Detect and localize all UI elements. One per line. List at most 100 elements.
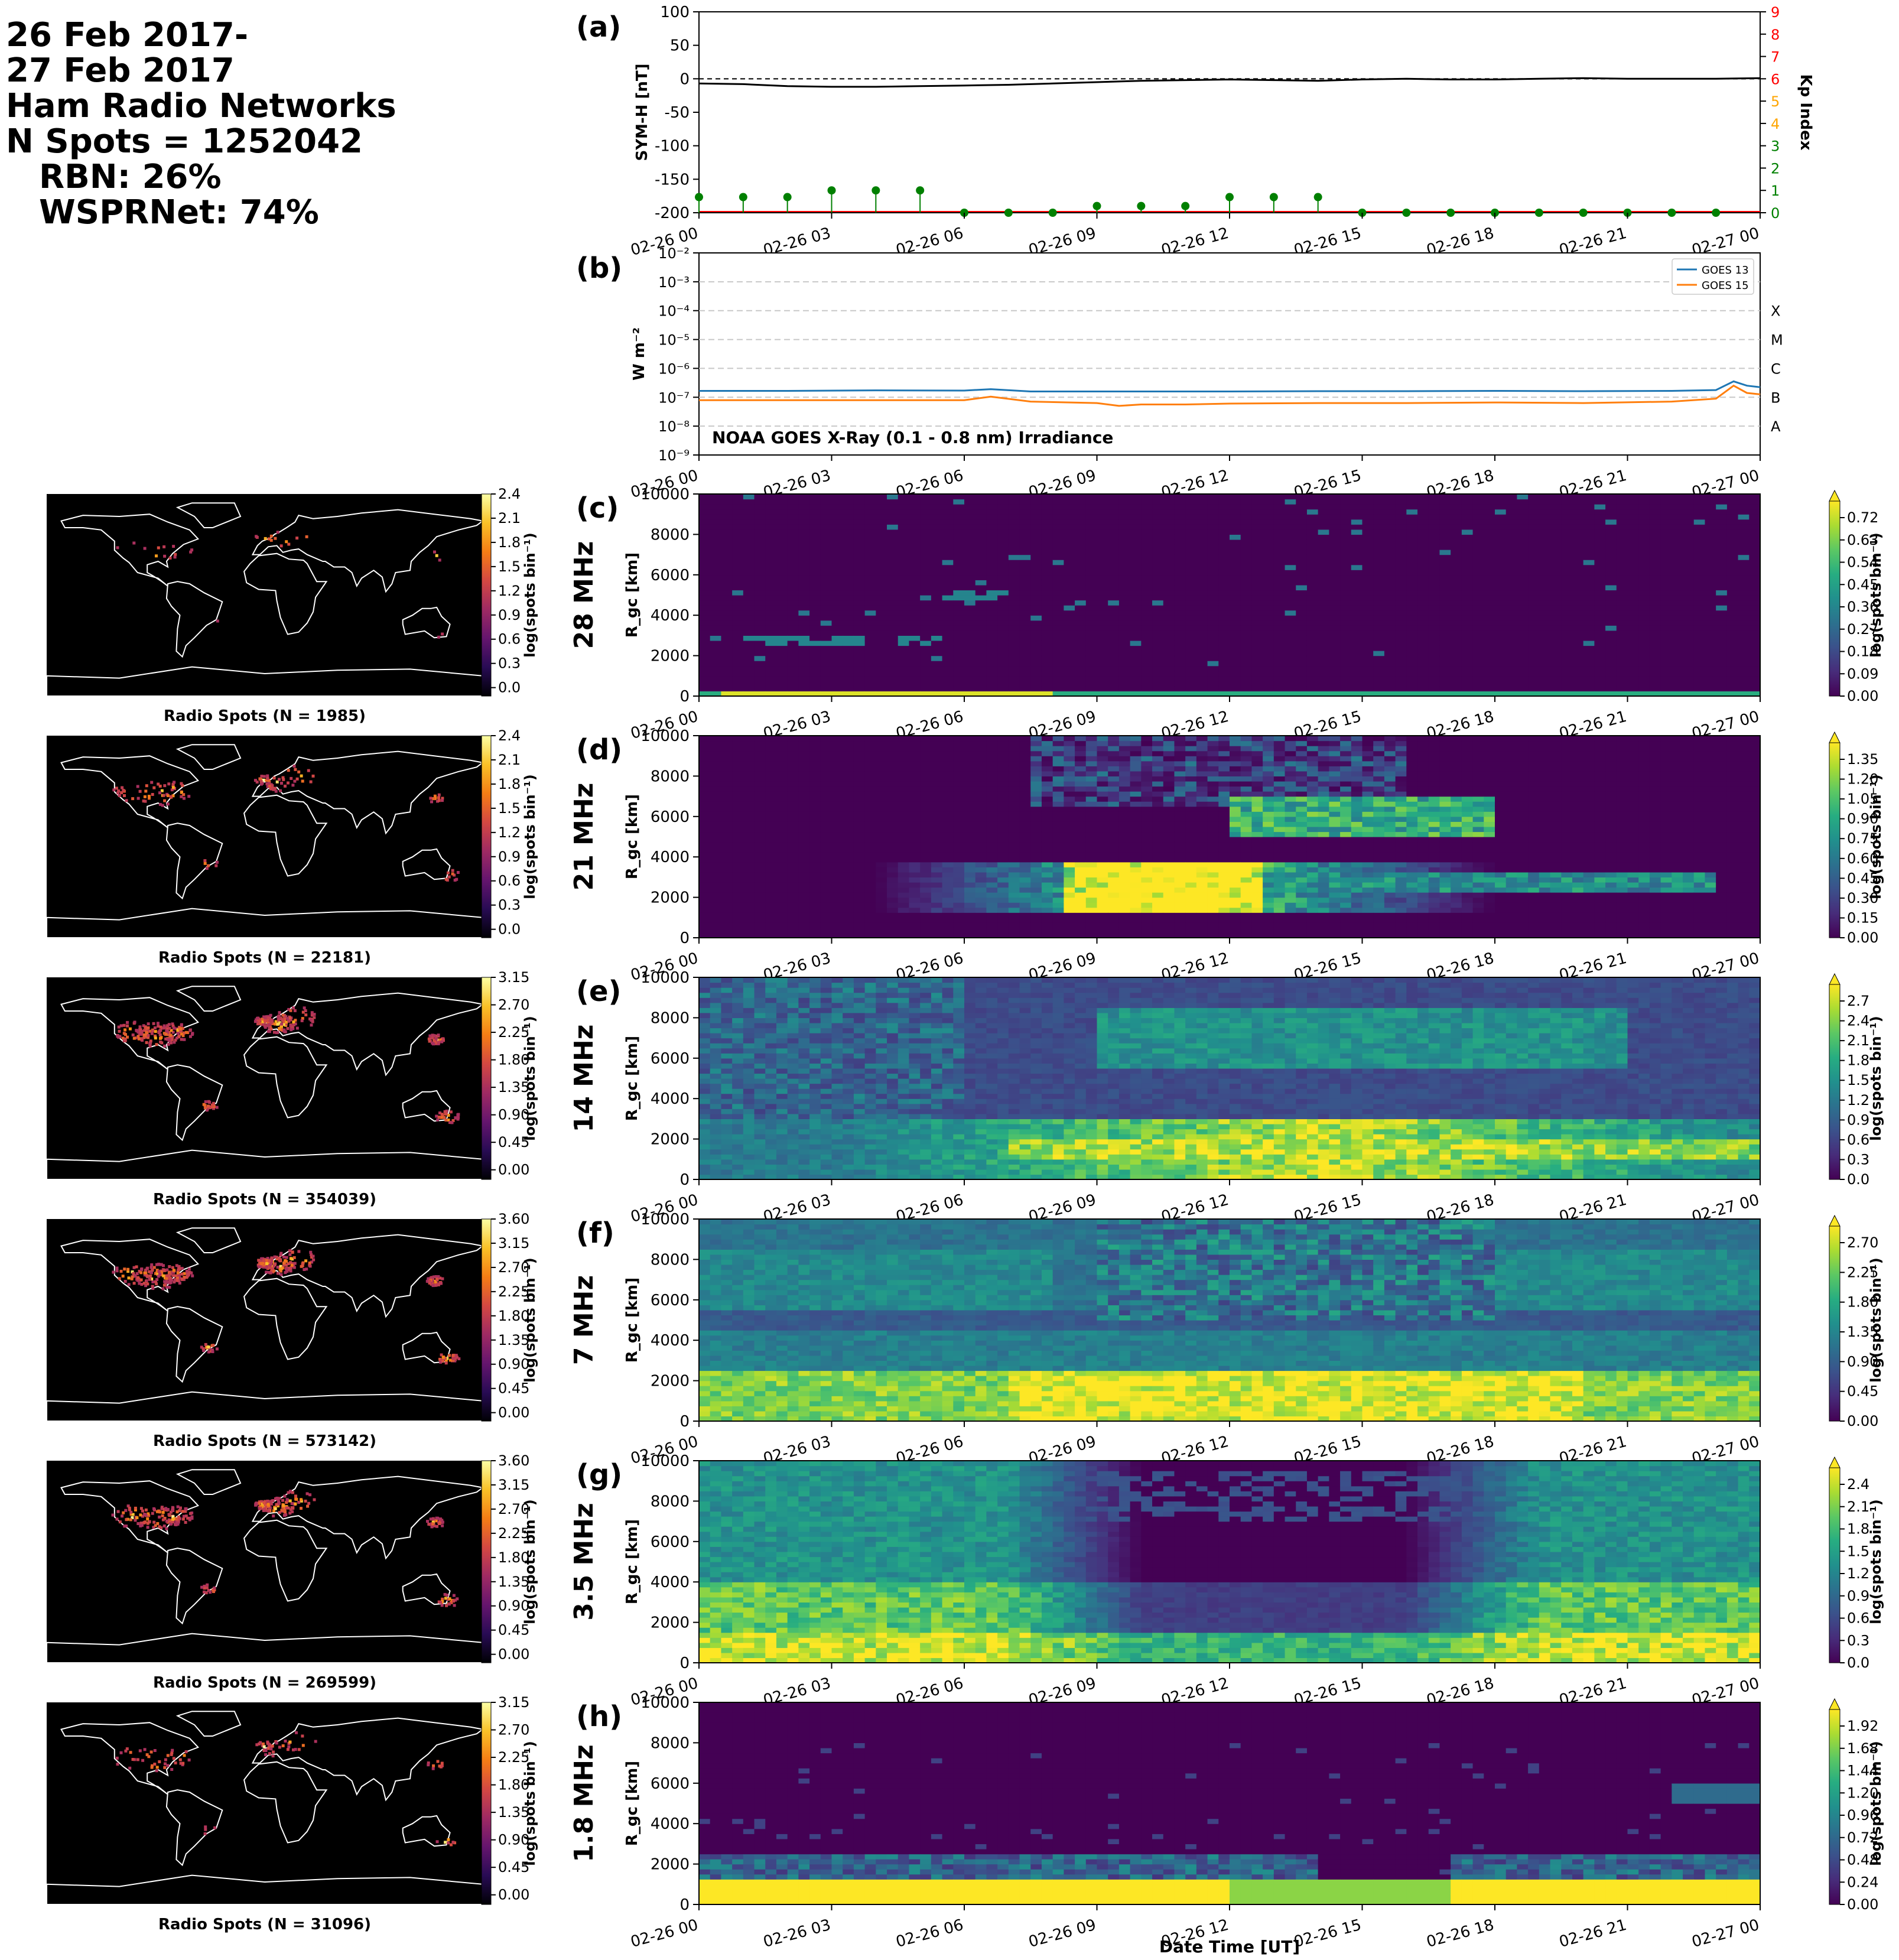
heatmap-cell	[765, 661, 776, 666]
heatmap-cell	[1185, 560, 1196, 565]
heatmap-cell	[732, 585, 743, 590]
heatmap-cell	[1528, 646, 1539, 651]
heatmap-cell	[1130, 539, 1142, 545]
heatmap-cell	[1406, 676, 1417, 681]
heatmap-cell	[699, 882, 710, 888]
heatmap-cell	[832, 550, 843, 555]
heatmap-cell	[1251, 539, 1263, 545]
heatmap-cell	[1727, 545, 1738, 550]
heatmap-cell	[854, 570, 865, 575]
heatmap-cell	[732, 630, 743, 636]
heatmap-cell	[843, 888, 854, 893]
heatmap-cell	[1473, 550, 1484, 555]
heatmap-cell	[1650, 681, 1661, 686]
heatmap-cell	[1539, 580, 1550, 585]
heatmap-cell	[765, 892, 776, 898]
heatmap-cell	[843, 918, 854, 923]
heatmap-cell	[1318, 565, 1329, 570]
heatmap-cell	[832, 821, 843, 827]
heatmap-cell	[1086, 681, 1097, 686]
heatmap-cell	[732, 761, 743, 766]
kp-point	[1225, 193, 1234, 201]
heatmap-cell	[865, 651, 876, 656]
heatmap-cell	[942, 661, 954, 666]
spot-density-cell	[312, 775, 315, 778]
heatmap-cell	[721, 882, 732, 888]
heatmap-cell	[854, 781, 865, 786]
heatmap-cell	[821, 821, 832, 827]
heatmap-cell	[1539, 646, 1550, 651]
heatmap-cell	[1484, 534, 1495, 539]
heatmap-cell	[1119, 686, 1130, 691]
heatmap-cell	[1517, 585, 1528, 590]
heatmap-cell	[1672, 686, 1683, 691]
heatmap-cell	[1683, 600, 1694, 606]
heatmap-cell	[1097, 494, 1108, 499]
heatmap-cell	[1064, 494, 1075, 499]
heatmap-cell	[1351, 534, 1363, 539]
heatmap-cell	[1384, 529, 1396, 535]
heatmap-cell	[1451, 635, 1462, 641]
heatmap-cell	[942, 529, 954, 535]
heatmap-cell	[1539, 666, 1550, 671]
heatmap-cell	[1451, 676, 1462, 681]
heatmap-cell	[1163, 575, 1175, 580]
heatmap-cell	[1683, 560, 1694, 565]
heatmap-cell	[1307, 550, 1318, 555]
heatmap-cell	[1484, 524, 1495, 529]
heatmap-cell	[809, 888, 821, 893]
heatmap-cell	[1241, 671, 1252, 676]
heatmap-cell	[1749, 524, 1760, 529]
band-row-c: Radio Spots (N = 1985)2.42.11.81.51.20.9…	[47, 486, 1884, 743]
heatmap-cell	[1462, 575, 1473, 580]
heatmap-cell	[1594, 529, 1605, 535]
heatmap-cell	[920, 661, 931, 666]
heatmap-cell	[865, 837, 876, 842]
heatmap-cell	[1439, 539, 1451, 545]
heatmap-cell	[1053, 504, 1064, 509]
heatmap-cell	[1163, 671, 1175, 676]
panel-b-frame	[699, 253, 1760, 455]
heatmap-cell	[743, 686, 755, 691]
heatmap-cell	[1053, 620, 1064, 626]
heatmap-cell	[1650, 499, 1661, 505]
heatmap-cell	[1738, 545, 1750, 550]
heatmap-cell	[1439, 666, 1451, 671]
heatmap-cell	[809, 801, 821, 807]
heatmap-cell	[920, 585, 931, 590]
heatmap-cell	[953, 550, 964, 555]
heatmap-cell	[1694, 595, 1705, 600]
heatmap-cell	[1484, 545, 1495, 550]
heatmap-cell	[832, 862, 843, 867]
heatmap-cell	[1097, 666, 1108, 671]
heatmap-cell	[1086, 565, 1097, 570]
kp-point	[1402, 209, 1410, 217]
heatmap-cell	[1097, 671, 1108, 676]
heatmap-cell	[1064, 610, 1075, 616]
y-axis-label: R_gc [km]	[623, 552, 641, 638]
heatmap-cell	[1550, 534, 1562, 539]
heatmap-cell	[798, 776, 809, 781]
heatmap-cell	[1119, 580, 1130, 585]
heatmap-cell	[1749, 651, 1760, 656]
heatmap-cell	[721, 641, 732, 646]
heatmap-cell	[721, 771, 732, 776]
spot-density-cell	[294, 768, 297, 771]
heatmap-cell	[1030, 504, 1042, 509]
heatmap-cell	[1396, 514, 1407, 519]
heatmap-cell	[1484, 635, 1495, 641]
heatmap-cell	[1583, 570, 1595, 575]
heatmap-cell	[809, 797, 821, 802]
heatmap-cell	[1638, 635, 1650, 641]
heatmap-cell	[1417, 686, 1429, 691]
heatmap-cell	[1462, 681, 1473, 686]
heatmap-cell	[876, 867, 887, 872]
heatmap-cell	[821, 539, 832, 545]
heatmap-cell	[776, 761, 788, 766]
heatmap-cell	[798, 545, 809, 550]
heatmap-cell	[1561, 676, 1572, 681]
heatmap-cell	[710, 736, 721, 741]
heatmap-cell	[1473, 646, 1484, 651]
heatmap-cell	[710, 811, 721, 817]
heatmap-cell	[1274, 509, 1285, 515]
